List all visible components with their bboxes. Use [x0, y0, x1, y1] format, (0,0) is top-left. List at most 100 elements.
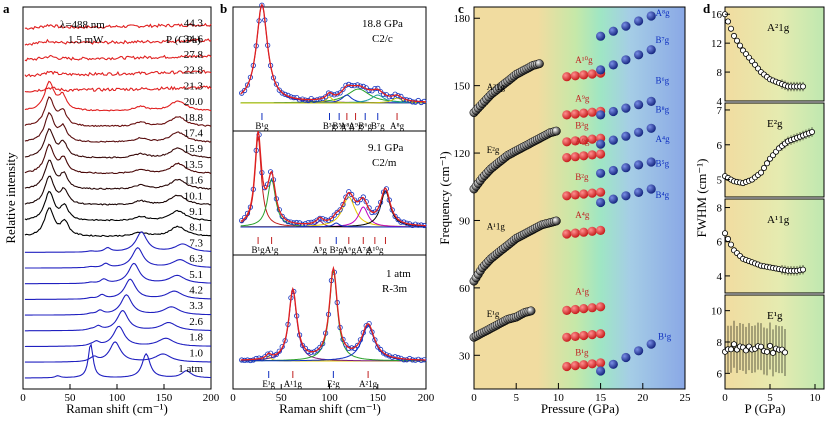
panel-c-mode-label: A¹⁰g [575, 55, 593, 65]
panel-d-mode-label: E²g [767, 118, 783, 130]
panel-d-point [782, 349, 789, 356]
panel-c-ball-blue [621, 103, 631, 113]
panel-b-data-point [354, 200, 361, 206]
panel-d-ytick-label: 6 [717, 140, 723, 152]
panel-a-pressure-label: 27.8 [184, 49, 204, 61]
panel-b-data-point [244, 210, 251, 216]
panel-b-mode-label: A²1g [359, 379, 378, 389]
panel-a-spectrum-11 [24, 175, 212, 206]
panel-b-data-point [279, 90, 285, 96]
panel-c-xlabel: Pressure (GPa) [541, 401, 619, 416]
panel-c-mode-label: B⁸g [656, 105, 670, 115]
panel-a-xtick-label: 100 [109, 392, 126, 404]
panel-a-p-header: P (GPa) [166, 34, 201, 46]
panel-a-xtick-label: 50 [65, 392, 77, 404]
panel-d-point [770, 349, 777, 356]
panel-d-ytick-label: 6 [717, 368, 723, 380]
panel-c-ball-red [596, 149, 606, 159]
panel-b-data-point [296, 97, 303, 103]
panel-c-ball-red [562, 305, 572, 315]
panel-b-data-point [351, 197, 358, 203]
panel-d-subplot-frame [724, 294, 825, 390]
panel-b-xtick-label: 50 [276, 392, 288, 404]
panel-b-data-point [401, 357, 407, 363]
panel-a-spectrum-17 [24, 278, 212, 300]
panel-b-data-point [377, 346, 384, 353]
panel-c-ball-blue [621, 55, 631, 65]
panel-b-data-point [392, 91, 398, 97]
panel-a-laser: λ=488 nm [60, 19, 105, 31]
panel-a-xtick-label: 0 [20, 392, 26, 404]
panel-a-spectrum-8 [24, 128, 212, 159]
panel-a-pressure-label: 1.8 [189, 332, 203, 344]
panel-c-ball-red [562, 153, 572, 163]
panel-a-pressure-label: 3.3 [189, 300, 203, 312]
panel-a-spectrum-9 [24, 143, 212, 175]
panel-a-spectrum-0 [24, 22, 212, 30]
panel-c-ball-blue [608, 194, 618, 204]
panel-d-ytick-label: 7 [717, 105, 723, 117]
panel-b-data-point [322, 94, 329, 100]
panel-c-ball-blue [621, 21, 631, 31]
panel-b-data-point [386, 94, 392, 100]
panel-b-fit-total [240, 265, 426, 361]
panel-b-data-point [383, 352, 389, 358]
panel-b-top-pressure: 18.8 GPa [362, 18, 403, 30]
panel-c-ball-red [570, 136, 580, 146]
panel-b-data-point [302, 345, 308, 351]
panel-b-data-point [239, 90, 245, 96]
panel-b-data-point [398, 93, 404, 100]
panel-c-mode-label: B⁶g [656, 75, 670, 85]
panel-c-ytick-label: 30 [459, 350, 471, 362]
panel-c-ball-red [562, 332, 572, 342]
panel-c-mode-label: B³g [575, 120, 589, 130]
panel-b-xtick-label: 150 [370, 392, 387, 404]
panel-b-data-point [392, 213, 398, 219]
panel-b-mid-phase: C2/m [372, 157, 397, 169]
panel-a-spectrum-2 [24, 54, 212, 62]
panel-b-data-point [276, 207, 282, 213]
panel-c-ball-red [579, 189, 589, 199]
panel-c-ball-red [596, 302, 606, 312]
panel-d-point [764, 348, 771, 355]
panel-b-mode-label: E¹g [262, 379, 275, 389]
panel-b-xtick-label: 200 [418, 392, 435, 404]
panel-d-ytick-label: 4 [717, 96, 723, 108]
panel-c-mode-label: B⁷g [656, 35, 670, 45]
panel-a-spectrum-4 [24, 85, 212, 93]
panel-c-xtick-label: 15 [595, 392, 607, 404]
panel-b-data-point [244, 82, 251, 88]
panel-b-mode-label: B⁵g [332, 121, 346, 131]
panel-c-ball-red [587, 107, 597, 117]
panel-b-data-point [328, 216, 334, 222]
panel-c-ball-red [596, 329, 606, 339]
panel-b-data-point [317, 344, 323, 350]
panel-c-ball-blue [596, 65, 606, 75]
panel-a-spectrum-20 [24, 325, 212, 348]
panel-c-ball-blue [646, 157, 656, 167]
panel-c-ball-red [587, 359, 597, 369]
panel-a-spectrum-1 [24, 38, 212, 46]
panel-d-xtick-label: 5 [767, 392, 773, 404]
panel-c-mode-label: A²1g [487, 82, 506, 92]
panel-c-ball-blue [646, 184, 656, 194]
panel-b-bottom-frame [232, 254, 427, 390]
panel-d-xlabel: P (GPa) [744, 401, 785, 416]
panel-c-letter: c [458, 1, 464, 16]
panel-b-mode-label: A¹1g [284, 379, 303, 389]
panel-b-mode-label: A⁵g [313, 245, 328, 255]
panel-b-mode-label: A¹⁰g [366, 245, 384, 255]
panel-b-mode-label: B⁶g [358, 121, 372, 131]
panel-c-point [551, 126, 561, 136]
panel-c-mode-label: B²g [575, 172, 589, 182]
panel-c-mode-label: B¹g [658, 332, 672, 342]
panel-b-mode-label: E²g [327, 379, 340, 389]
panel-b-data-point [340, 86, 346, 92]
panel-d-point [728, 346, 735, 353]
panel-c-xtick-label: 0 [471, 392, 477, 404]
panel-b-data-point [311, 97, 317, 104]
panel-a-spectrum-22 [24, 343, 211, 379]
panel-a-letter: a [3, 1, 10, 16]
panel-b-data-point [270, 353, 277, 359]
